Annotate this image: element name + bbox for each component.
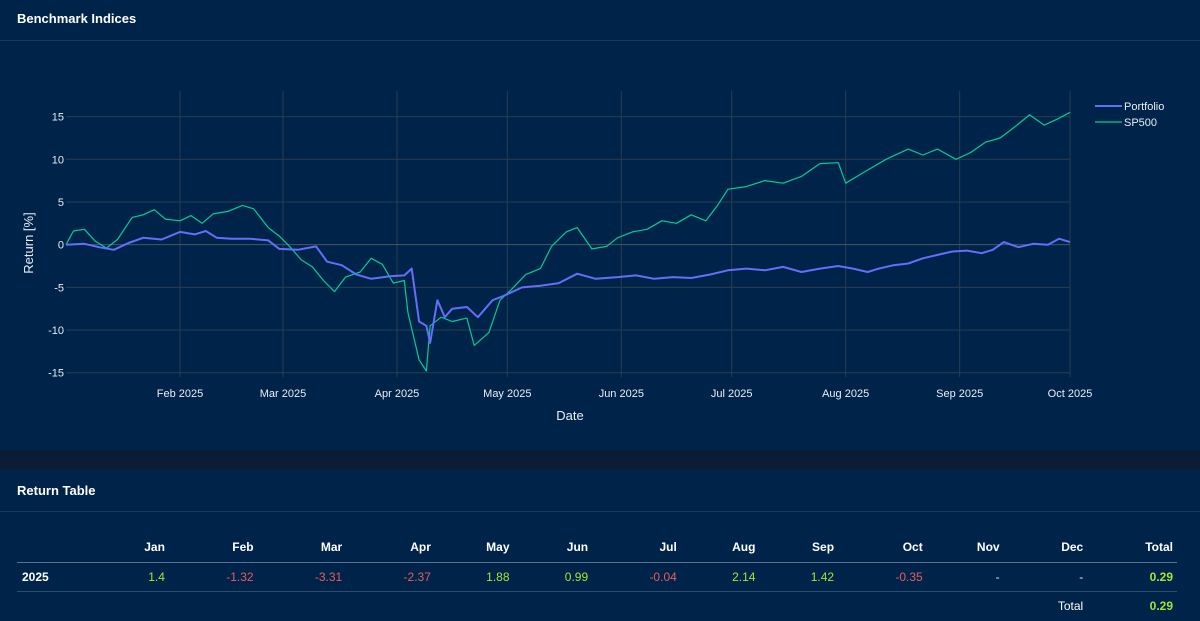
summary-row: Total 0.29 xyxy=(17,591,1177,620)
row-total-cell: 0.29 xyxy=(1087,562,1177,592)
benchmark-panel: Benchmark Indices Feb 2025 Mar 2025 Apr 20… xyxy=(0,0,1200,450)
month-return-cell: -3.31 xyxy=(257,562,347,592)
month-header: Feb xyxy=(168,533,258,563)
month-return-cell: -2.37 xyxy=(346,562,435,592)
table-header-row: Jan Feb Mar Apr May Jun Jul Aug Sep Oct Nov Dec Tota… xyxy=(17,533,1177,563)
x-tick-layer: Feb 2025 Mar 2025 Apr 2025 May 2025 Jun 2025… xyxy=(157,388,1093,400)
benchmark-title: Benchmark Indices xyxy=(17,11,137,26)
empty-cell xyxy=(592,591,681,620)
month-header: Apr xyxy=(346,533,435,563)
y-tick-label: -15 xyxy=(48,368,64,380)
x-tick-label: Apr 2025 xyxy=(375,388,420,400)
legend-label: Portfolio xyxy=(1124,101,1164,113)
month-return-cell: -1.32 xyxy=(168,562,258,592)
month-return-cell: 1.88 xyxy=(434,562,514,592)
x-axis-title: Date xyxy=(556,408,583,423)
legend-label: SP500 xyxy=(1124,117,1157,129)
grid-layer xyxy=(66,91,1071,377)
month-header: Jul xyxy=(592,533,681,563)
y-tick-label: 15 xyxy=(52,112,64,124)
x-tick-label: May 2025 xyxy=(483,388,531,400)
month-header: Dec xyxy=(1003,533,1088,563)
year-cell: 2025 xyxy=(17,562,97,592)
x-tick-label: Jun 2025 xyxy=(599,388,644,400)
y-tick-label: 0 xyxy=(58,240,64,252)
x-tick-label: Oct 2025 xyxy=(1048,388,1093,400)
empty-cell xyxy=(927,591,1004,620)
empty-cell xyxy=(169,591,258,620)
month-header: Oct xyxy=(838,533,927,563)
return-panel: Return Table Jan Feb Mar Apr May Jun Jul Aug Sep… xyxy=(0,469,1200,621)
month-return-cell: -0.35 xyxy=(838,562,927,592)
month-return-cell: 1.4 xyxy=(97,562,169,592)
series-line-sp500 xyxy=(65,111,1071,372)
y-tick-label: -5 xyxy=(54,282,64,294)
series-line-portfolio xyxy=(65,230,1071,344)
y-tick-label: -10 xyxy=(48,325,64,337)
month-header: Nov xyxy=(926,533,1004,563)
legend[interactable]: Portfolio SP500 xyxy=(1095,101,1164,129)
benchmark-divider xyxy=(0,40,1200,41)
month-header: Sep xyxy=(759,533,839,563)
return-table-title: Return Table xyxy=(17,483,96,498)
y-axis-title: Return [%] xyxy=(21,212,36,273)
month-header: Jan xyxy=(97,533,169,563)
empty-cell xyxy=(346,591,435,620)
empty-cell xyxy=(838,591,927,620)
month-return-cell: - xyxy=(926,562,1004,592)
month-return-cell: -0.04 xyxy=(592,562,681,592)
month-header: Aug xyxy=(680,533,760,563)
y-tick-layer: 15 10 5 0 -5 -10 -15 xyxy=(48,112,64,380)
table-body: 2025 1.4 -1.32 -3.31 -2.37 1.88 0.99 -0.04 2.14 1… xyxy=(17,562,1177,620)
month-header: Total xyxy=(1087,533,1177,563)
month-return-cell: - xyxy=(1003,562,1088,592)
x-tick-label: Jul 2025 xyxy=(711,388,753,400)
empty-cell xyxy=(681,591,760,620)
year-header xyxy=(17,533,97,563)
empty-cell xyxy=(514,591,593,620)
x-tick-label: Mar 2025 xyxy=(260,388,306,400)
table-row: 2025 1.4 -1.32 -3.31 -2.37 1.88 0.99 -0.04 2.14 1… xyxy=(17,562,1177,592)
summary-total-value: 0.29 xyxy=(1149,598,1173,613)
y-tick-label: 10 xyxy=(52,154,64,166)
month-return-cell: 0.99 xyxy=(513,562,593,592)
empty-cell xyxy=(258,591,347,620)
y-tick-label: 5 xyxy=(58,197,64,209)
month-header: Mar xyxy=(257,533,347,563)
x-tick-label: Feb 2025 xyxy=(157,388,203,400)
empty-cell xyxy=(17,591,97,620)
x-tick-label: Aug 2025 xyxy=(822,388,869,400)
month-header: May xyxy=(434,533,514,563)
empty-cell xyxy=(759,591,838,620)
month-header: Jun xyxy=(513,533,593,563)
x-tick-label: Sep 2025 xyxy=(936,388,983,400)
return-table: Jan Feb Mar Apr May Jun Jul Aug Sep Oct Nov Dec Tota… xyxy=(17,533,1177,620)
benchmark-chart[interactable]: Feb 2025 Mar 2025 Apr 2025 May 2025 Jun 2025… xyxy=(0,41,1200,441)
month-return-cell: 1.42 xyxy=(759,562,839,592)
series-layer xyxy=(65,111,1071,372)
empty-cell xyxy=(435,591,514,620)
month-return-cell: 2.14 xyxy=(680,562,760,592)
return-divider xyxy=(0,511,1200,512)
empty-cell xyxy=(97,591,169,620)
summary-label: Total xyxy=(1057,598,1084,613)
